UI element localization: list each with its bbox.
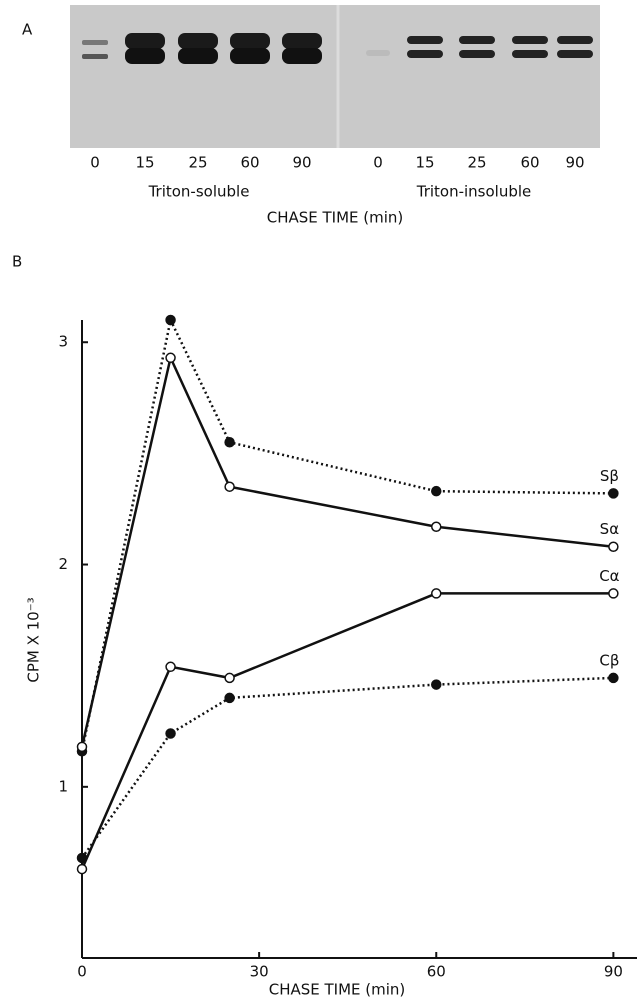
lane-label: 0 bbox=[373, 154, 383, 172]
series-label: Cα bbox=[599, 567, 619, 585]
data-point bbox=[166, 353, 175, 362]
data-point bbox=[78, 865, 87, 874]
band bbox=[230, 48, 270, 64]
lane-label: 25 bbox=[188, 154, 207, 172]
y-tick-label: 3 bbox=[58, 333, 68, 351]
lane-label: 15 bbox=[415, 154, 434, 172]
lane-label: 60 bbox=[520, 154, 539, 172]
band bbox=[512, 36, 548, 44]
data-point bbox=[432, 680, 441, 689]
band bbox=[557, 36, 593, 44]
gel bbox=[70, 5, 600, 148]
band bbox=[125, 48, 165, 64]
data-point bbox=[609, 489, 618, 498]
band bbox=[459, 36, 495, 44]
band bbox=[407, 50, 443, 58]
lane-label: 15 bbox=[135, 154, 154, 172]
band bbox=[512, 50, 548, 58]
data-point bbox=[166, 662, 175, 671]
series-label: Sα bbox=[600, 520, 620, 538]
data-point bbox=[432, 487, 441, 496]
group-label: Triton-insoluble bbox=[416, 183, 532, 201]
y-tick-label: 2 bbox=[58, 555, 68, 573]
band bbox=[282, 48, 322, 64]
data-point bbox=[78, 742, 87, 751]
data-point bbox=[432, 522, 441, 531]
band bbox=[178, 48, 218, 64]
data-point bbox=[609, 589, 618, 598]
data-point bbox=[225, 693, 234, 702]
lane-label: 25 bbox=[467, 154, 486, 172]
panel-label: B bbox=[12, 253, 22, 271]
lane-label: 90 bbox=[565, 154, 584, 172]
band bbox=[125, 33, 165, 49]
series-label: Sβ bbox=[600, 467, 619, 485]
data-point bbox=[432, 589, 441, 598]
data-point bbox=[166, 729, 175, 738]
lane-label: 90 bbox=[292, 154, 311, 172]
series-label: Cβ bbox=[599, 651, 619, 669]
panel-label: A bbox=[22, 21, 33, 39]
data-point bbox=[609, 542, 618, 551]
figure: A Triton-soluble Triton-insoluble CHASE … bbox=[0, 0, 642, 1000]
lane-label: 60 bbox=[240, 154, 259, 172]
lane-label: 0 bbox=[90, 154, 100, 172]
axis-label: CHASE TIME (min) bbox=[267, 209, 404, 227]
x-axis-label: CHASE TIME (min) bbox=[269, 981, 406, 999]
data-point bbox=[225, 438, 234, 447]
series-line bbox=[82, 593, 613, 869]
band bbox=[407, 36, 443, 44]
band bbox=[459, 50, 495, 58]
y-tick-label: 1 bbox=[58, 777, 68, 795]
band bbox=[557, 50, 593, 58]
band bbox=[82, 40, 108, 45]
data-point bbox=[166, 316, 175, 325]
group-label: Triton-soluble bbox=[148, 183, 250, 201]
data-point bbox=[78, 853, 87, 862]
data-point bbox=[225, 673, 234, 682]
data-point bbox=[609, 673, 618, 682]
x-tick-label: 90 bbox=[604, 963, 623, 981]
x-tick-label: 0 bbox=[77, 963, 87, 981]
data-point bbox=[225, 482, 234, 491]
y-axis-label: CPM X 10⁻³ bbox=[25, 597, 43, 682]
x-tick-label: 30 bbox=[250, 963, 269, 981]
band bbox=[82, 54, 108, 59]
band bbox=[178, 33, 218, 49]
band bbox=[282, 33, 322, 49]
series-line bbox=[82, 678, 613, 858]
band bbox=[230, 33, 270, 49]
band bbox=[366, 50, 390, 56]
x-tick-label: 60 bbox=[427, 963, 446, 981]
